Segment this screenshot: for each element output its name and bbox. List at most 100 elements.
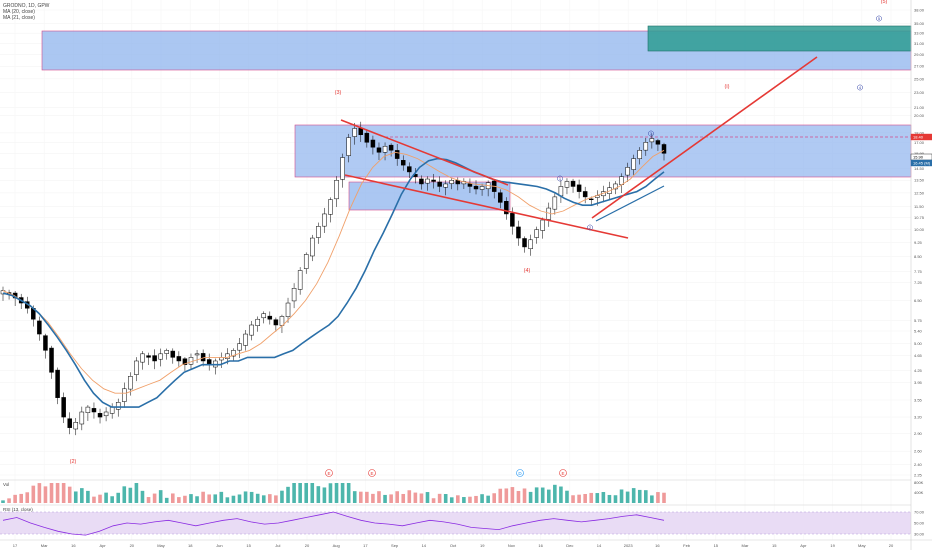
candle-body xyxy=(122,388,127,402)
rsi-band xyxy=(0,512,911,534)
candle-body xyxy=(346,137,351,156)
volume-bar xyxy=(498,488,503,503)
price-tick-label: 3.20 xyxy=(914,415,923,420)
candle-body xyxy=(407,166,412,173)
candle-body xyxy=(588,198,594,201)
volume-bar xyxy=(201,491,205,503)
volume-bar xyxy=(534,487,539,503)
price-tick-label: 14.50 xyxy=(914,166,925,171)
volume-bar xyxy=(419,493,424,503)
volume-bar xyxy=(1,500,5,503)
candle-body xyxy=(273,319,279,326)
volume-tick-label: 800K xyxy=(914,480,924,485)
candle-body xyxy=(655,140,661,145)
candle-body xyxy=(303,254,309,269)
candle-body xyxy=(188,357,194,365)
volume-bar xyxy=(7,498,11,503)
price-tick-label: 17.00 xyxy=(914,140,925,145)
volume-bar xyxy=(377,491,381,503)
volume-bar xyxy=(55,483,60,503)
ma1-label: MA (20, close) xyxy=(3,9,35,15)
volume-bar xyxy=(140,490,145,503)
volume-bar xyxy=(170,493,175,503)
candle-body xyxy=(103,411,109,417)
time-tick-label: Mar xyxy=(41,543,49,548)
price-tick-label: 23.00 xyxy=(914,90,925,95)
wave-label: (3) xyxy=(335,90,342,96)
volume-bar xyxy=(195,496,199,503)
symbol-line: GRODNO, 1D, GPW xyxy=(3,3,50,9)
candle-body xyxy=(249,324,254,336)
trendline-breakout xyxy=(591,56,818,219)
price-tick-label: 25.00 xyxy=(914,76,925,81)
volume-bar xyxy=(492,493,497,503)
price-tick-label: 10.00 xyxy=(914,227,925,232)
candle-body xyxy=(576,184,582,192)
volume-bar xyxy=(619,489,624,503)
event-marker-label: D xyxy=(518,471,522,476)
price-tick-label: 5.00 xyxy=(914,341,923,346)
volume-bar xyxy=(98,494,102,503)
volume-bar xyxy=(134,483,139,503)
volume-bar xyxy=(613,495,618,503)
volume-bar xyxy=(177,497,181,503)
volume-bar xyxy=(158,490,163,503)
price-tick-label: 2.40 xyxy=(914,462,923,467)
price-tick-label: 4.25 xyxy=(914,368,923,373)
candle-body xyxy=(170,350,176,358)
time-tick-label: 16 xyxy=(655,543,660,548)
price-marker-bg xyxy=(910,133,932,141)
candle-body xyxy=(352,128,357,137)
price-tick-label: 7.75 xyxy=(914,269,923,274)
volume-bar xyxy=(207,494,211,503)
candle-body xyxy=(479,186,485,190)
volume-bar xyxy=(128,487,133,503)
price-tick-label: 5.40 xyxy=(914,328,923,333)
time-tick-label: 16 xyxy=(71,543,76,548)
time-tick-label: 16 xyxy=(538,543,543,548)
price-tick-label: 9.25 xyxy=(914,240,923,245)
ma2-label: MA (21, close) xyxy=(3,15,35,21)
time-tick-label: May xyxy=(858,543,866,548)
volume-bar xyxy=(395,491,399,503)
volume-bar xyxy=(650,495,654,503)
ma-blue-line xyxy=(2,157,665,408)
price-marker-label: 16.45 (M) xyxy=(913,161,931,166)
volume-bar xyxy=(219,491,224,503)
time-tick-label: 17 xyxy=(363,543,368,548)
candle-body xyxy=(115,402,121,410)
volume-bar xyxy=(589,492,594,503)
candle-body xyxy=(534,229,539,238)
volume-bar xyxy=(13,494,17,503)
rsi-tick-label: 70.00 xyxy=(914,510,925,515)
candle-body xyxy=(558,186,564,197)
price-tick-label: 35.00 xyxy=(914,21,925,26)
candle-body xyxy=(443,183,448,188)
time-tick-label: 14 xyxy=(422,543,427,548)
candle-body xyxy=(388,144,394,151)
price-tick-label: 27.00 xyxy=(914,64,925,69)
price-tick-label: 3.55 xyxy=(914,397,923,402)
candle-body xyxy=(340,157,345,180)
candle-body xyxy=(231,350,236,357)
price-tick-label: 11.50 xyxy=(914,204,924,209)
wave-label: 3 xyxy=(650,131,653,136)
volume-bar xyxy=(425,492,430,503)
candle-body xyxy=(419,178,424,185)
candle-body xyxy=(261,313,267,319)
candle-body xyxy=(55,369,60,398)
volume-bar xyxy=(449,497,454,503)
rsi-tick-label: 50.00 xyxy=(914,521,925,526)
price-axis: 38.00 35.00 33.00 31.00 29.00 27.00 25.00 23.00… xyxy=(914,8,925,478)
candle-body xyxy=(661,144,667,154)
volume-bar xyxy=(104,492,108,503)
candle-body xyxy=(425,178,430,184)
price-tick-label: 18.00 xyxy=(914,130,925,135)
time-tick-label: Sep xyxy=(391,543,399,548)
volume-bar xyxy=(49,483,54,503)
volume-bar xyxy=(413,492,418,503)
candle-body xyxy=(194,353,200,356)
candle-body xyxy=(522,238,527,248)
volume-bar xyxy=(86,490,90,503)
